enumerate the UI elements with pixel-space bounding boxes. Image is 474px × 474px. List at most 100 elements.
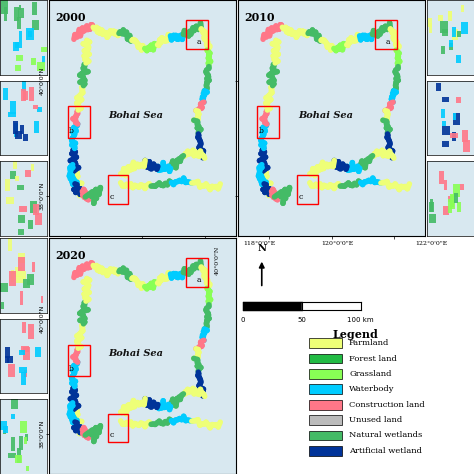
Bar xyxy=(453,184,460,197)
Bar xyxy=(18,229,24,236)
Bar xyxy=(25,434,27,441)
Bar xyxy=(375,20,397,49)
Text: a: a xyxy=(197,38,201,46)
Text: Waterbody: Waterbody xyxy=(349,385,394,393)
Bar xyxy=(28,220,33,229)
Bar xyxy=(10,438,15,451)
Text: 50: 50 xyxy=(297,317,306,323)
Bar xyxy=(454,193,458,203)
Bar xyxy=(186,20,208,49)
Bar xyxy=(8,453,16,458)
Bar xyxy=(28,31,32,37)
Bar xyxy=(19,31,22,42)
Bar xyxy=(28,325,34,339)
Bar xyxy=(35,213,42,225)
Bar xyxy=(19,367,27,374)
Text: 2000: 2000 xyxy=(55,11,86,22)
Bar xyxy=(26,28,34,39)
Bar xyxy=(309,338,342,348)
Bar xyxy=(450,194,455,209)
Bar xyxy=(41,47,48,52)
Bar xyxy=(448,11,452,20)
Bar xyxy=(186,258,208,287)
Bar xyxy=(453,113,456,119)
Bar xyxy=(10,171,16,179)
Bar xyxy=(18,215,25,223)
Bar xyxy=(18,8,24,18)
Bar xyxy=(31,164,34,171)
Bar xyxy=(8,112,16,117)
Bar xyxy=(0,421,7,430)
Bar xyxy=(436,83,441,91)
Bar xyxy=(17,448,21,463)
Bar xyxy=(14,7,19,21)
Bar xyxy=(29,87,34,100)
Bar xyxy=(22,322,26,334)
Text: Natural wetlands: Natural wetlands xyxy=(349,431,422,439)
Bar xyxy=(19,436,23,450)
Bar xyxy=(442,121,447,127)
Text: a: a xyxy=(386,38,391,46)
Text: 0: 0 xyxy=(241,317,245,323)
Bar xyxy=(442,141,449,147)
Bar xyxy=(31,20,39,30)
Bar xyxy=(15,43,22,47)
Bar xyxy=(309,430,342,440)
Text: Farmland: Farmland xyxy=(349,339,389,347)
Bar xyxy=(309,354,342,364)
Bar xyxy=(16,266,22,277)
Bar xyxy=(4,7,7,21)
Text: Bohai Sea: Bohai Sea xyxy=(109,110,164,119)
Bar xyxy=(19,206,27,211)
Bar xyxy=(36,107,42,112)
Text: 2010: 2010 xyxy=(245,11,275,22)
Bar xyxy=(441,109,445,118)
Bar xyxy=(461,22,468,34)
Bar xyxy=(36,62,45,71)
Bar xyxy=(454,113,460,126)
Text: Construction land: Construction land xyxy=(349,401,425,409)
Bar xyxy=(14,123,18,137)
Bar xyxy=(22,272,27,279)
Bar xyxy=(3,88,8,100)
Text: Legend: Legend xyxy=(332,329,378,340)
Bar xyxy=(442,28,448,36)
Bar xyxy=(17,276,24,283)
Bar xyxy=(3,426,8,433)
Bar xyxy=(13,120,18,134)
Bar xyxy=(34,121,39,133)
Bar xyxy=(23,279,30,288)
Bar xyxy=(108,414,128,442)
Text: Artificial wetland: Artificial wetland xyxy=(349,447,422,455)
Text: c: c xyxy=(110,193,114,201)
Bar xyxy=(7,356,13,363)
Bar xyxy=(309,369,342,379)
Text: Bohai Sea: Bohai Sea xyxy=(298,110,353,119)
Bar xyxy=(11,414,15,419)
Bar xyxy=(441,46,445,54)
Bar xyxy=(449,40,453,47)
Bar xyxy=(21,89,27,101)
Bar xyxy=(23,91,28,100)
Bar xyxy=(3,426,6,434)
Bar xyxy=(34,105,38,109)
Bar xyxy=(440,21,448,33)
Bar xyxy=(309,384,342,394)
Bar xyxy=(15,455,22,463)
Bar xyxy=(27,465,29,471)
Text: a: a xyxy=(197,276,201,284)
Bar xyxy=(309,400,342,410)
Text: c: c xyxy=(110,431,114,439)
Text: Grassland: Grassland xyxy=(349,370,392,378)
Bar xyxy=(15,176,19,182)
Bar xyxy=(5,356,9,363)
Bar xyxy=(108,175,128,204)
Bar xyxy=(457,31,462,37)
Bar xyxy=(430,200,433,212)
Text: b: b xyxy=(69,127,74,135)
Bar xyxy=(257,106,279,138)
Bar xyxy=(460,184,464,191)
Bar xyxy=(19,349,25,355)
Text: 120°0'0"E: 120°0'0"E xyxy=(321,241,353,246)
Bar xyxy=(21,372,26,385)
